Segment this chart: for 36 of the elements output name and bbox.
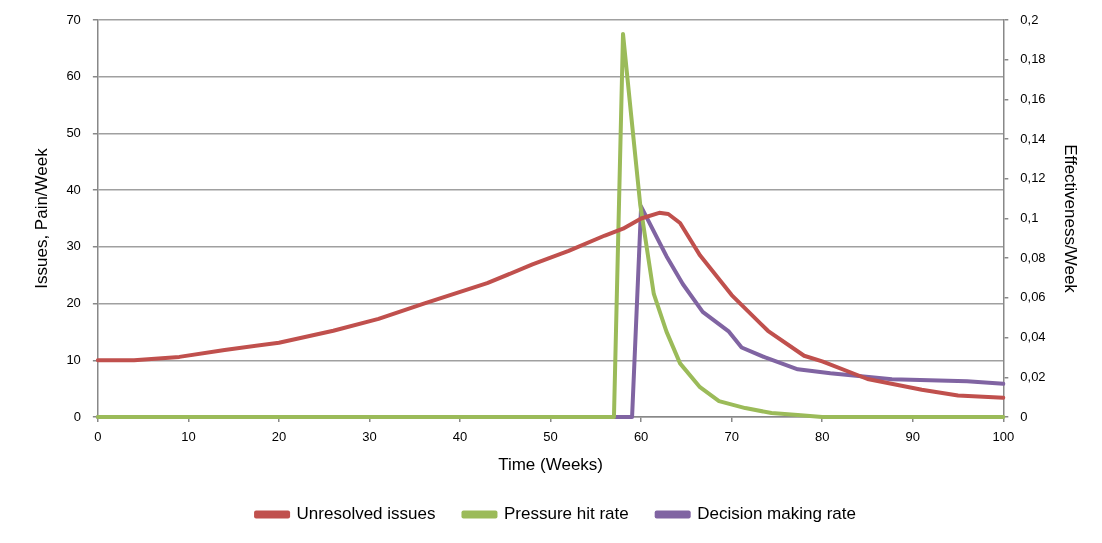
y2-tick-label: 0,02 (1020, 368, 1046, 384)
y-tick-label: 50 (66, 125, 81, 141)
x-tick-label: 40 (452, 429, 468, 445)
x-tick-label: 30 (362, 429, 377, 445)
y-tick-label: 30 (66, 238, 81, 254)
x-tick-label: 60 (633, 429, 649, 445)
y2-tick-label: 0 (1020, 408, 1028, 424)
y2-tick-label: 0,18 (1020, 51, 1046, 67)
y-tick-label: 40 (66, 181, 81, 197)
x-tick-label: 90 (905, 429, 920, 445)
y2-tick-label: 0,12 (1020, 170, 1046, 186)
x-tick-label: 80 (814, 429, 830, 445)
y2-axis-title: Effectiveness/Week (1061, 144, 1081, 294)
legend-label: Decision making rate (697, 504, 856, 524)
y-axis-title: Issues, Pain/Week (31, 147, 51, 289)
x-tick-label: 0 (94, 429, 102, 445)
y2-tick-label: 0,08 (1020, 249, 1046, 265)
legend-label: Unresolved issues (296, 504, 436, 524)
x-tick-label: 20 (271, 429, 287, 445)
y2-tick-label: 0,1 (1020, 210, 1039, 226)
y2-tick-label: 0,06 (1020, 289, 1046, 305)
y-tick-label: 0 (73, 408, 81, 424)
x-tick-label: 50 (543, 429, 558, 445)
x-tick-label: 100 (992, 429, 1015, 445)
x-axis-title: Time (Weeks) (498, 455, 603, 475)
y2-tick-label: 0,16 (1020, 90, 1046, 106)
y2-tick-label: 0,14 (1020, 130, 1046, 146)
y-tick-label: 10 (66, 351, 81, 367)
x-tick-label: 10 (181, 429, 196, 445)
y2-tick-label: 0,2 (1020, 11, 1039, 27)
y-tick-label: 60 (66, 68, 81, 84)
x-tick-label: 70 (724, 429, 739, 445)
y-tick-label: 70 (66, 11, 81, 27)
legend-label: Pressure hit rate (503, 504, 629, 524)
y2-tick-label: 0,04 (1020, 329, 1046, 345)
y-tick-label: 20 (66, 295, 81, 311)
